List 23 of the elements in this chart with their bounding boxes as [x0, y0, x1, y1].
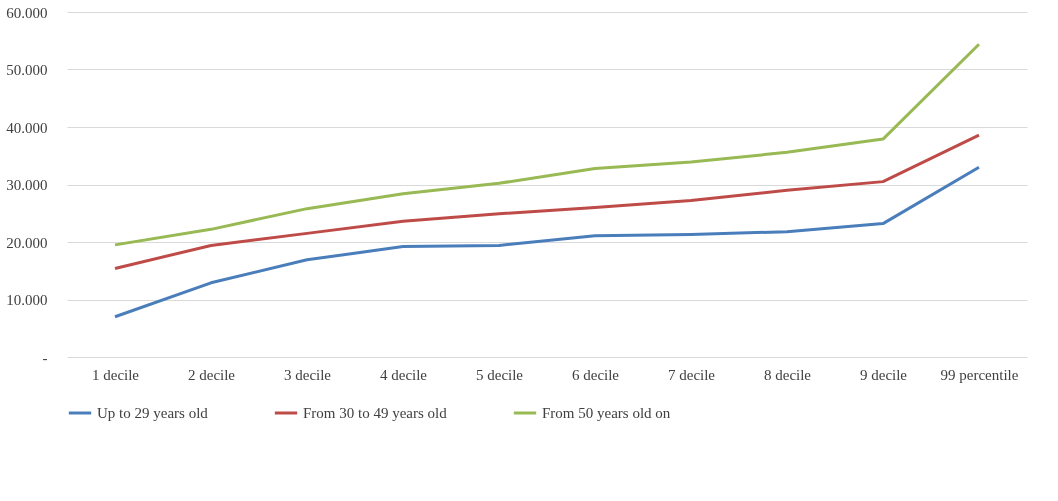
y-tick-label: 60.000	[6, 4, 48, 21]
y-tick-label: 10.000	[6, 292, 48, 308]
x-tick-label: 6 decile	[571, 366, 620, 383]
x-tick-label: 99 percentile	[940, 366, 1019, 383]
y-tick-label: 30.000	[6, 177, 48, 193]
legend-label: Up to 29 years old	[97, 405, 209, 421]
y-tick-label: -	[42, 349, 48, 366]
y-tick-label: 40.000	[6, 119, 48, 136]
x-tick-label: 8 decile	[763, 366, 812, 383]
legend-label: From 50 years old on	[542, 405, 671, 421]
y-tick-label: 50.000	[6, 62, 48, 78]
legend-label: From 30 to 49 years old	[303, 405, 448, 421]
x-tick-label: 2 decile	[187, 366, 236, 383]
x-tick-label: 5 decile	[475, 366, 524, 383]
line-series	[113, 165, 981, 319]
x-tick-label: 1 decile	[91, 366, 140, 383]
x-tick-label: 4 decile	[379, 366, 428, 383]
x-tick-label: 7 decile	[667, 366, 716, 383]
x-tick-label: 3 decile	[283, 366, 332, 383]
line-series	[113, 42, 981, 247]
x-tick-label: 9 decile	[859, 366, 908, 383]
line-series	[113, 133, 981, 270]
y-tick-label: 20.000	[6, 234, 48, 251]
